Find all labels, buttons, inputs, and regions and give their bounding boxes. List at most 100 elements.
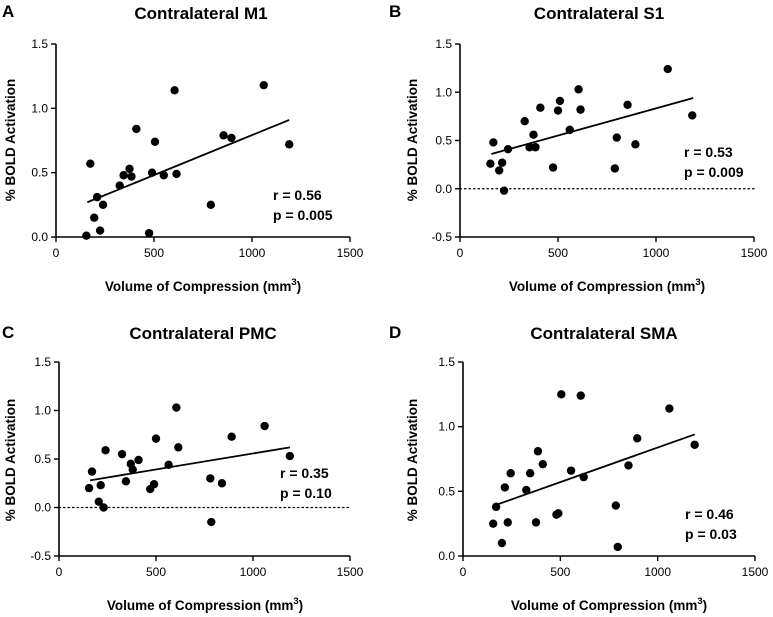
data-point: [207, 517, 216, 527]
data-point: [663, 64, 672, 74]
data-point: [170, 86, 179, 95]
panel-d: D Contralateral SMA 0 500 1000 1500 0.0 0.5 1.…: [389, 323, 769, 613]
data-point: [134, 455, 143, 465]
data-point: [259, 80, 268, 90]
x-tick-label: 1500: [742, 565, 769, 579]
panel-c-title: Contralateral PMC: [129, 324, 276, 343]
panel-d-plot: 0 500 1000 1500 0.0 0.5 1.0 1.5: [438, 355, 768, 579]
data-point: [119, 171, 128, 180]
data-point: [613, 542, 622, 552]
data-point: [219, 131, 228, 140]
data-point: [115, 181, 124, 190]
panel-b-title: Contralateral S1: [534, 4, 664, 23]
data-point: [576, 105, 585, 114]
x-tick-label: 1000: [644, 565, 671, 579]
x-tick-label: 1000: [643, 246, 670, 260]
data-point: [99, 503, 108, 512]
data-point: [529, 130, 538, 139]
panel-b: B Contralateral S1 0 500 1000 1500 -0.5 0.0 0.…: [389, 2, 768, 294]
panel-b-p-value: p = 0.009: [684, 164, 744, 180]
data-point: [499, 186, 509, 195]
panel-label-d: D: [389, 323, 401, 342]
data-point: [611, 501, 621, 510]
data-point: [159, 171, 168, 180]
data-point: [486, 159, 495, 168]
data-point: [565, 125, 574, 135]
data-point: [172, 403, 181, 412]
panel-label-c: C: [2, 323, 14, 342]
data-point: [121, 477, 131, 486]
y-tick-label: 1.5: [435, 37, 452, 51]
data-point: [206, 474, 215, 483]
data-point: [497, 538, 507, 548]
data-point: [690, 440, 699, 449]
x-tick-label: 0: [460, 565, 467, 579]
panel-a: A Contralateral M1 0 500 1000 1500 0.0 0.5 1.0…: [2, 2, 364, 294]
data-point: [227, 133, 236, 143]
data-point: [557, 390, 566, 399]
data-point: [285, 140, 294, 149]
y-tick-label: 1.0: [438, 420, 455, 434]
x-tick-label: 1000: [239, 246, 266, 260]
data-point: [554, 509, 563, 518]
panel-b-xlabel: Volume of Compression (mm3): [509, 277, 705, 294]
data-point: [500, 483, 510, 492]
data-point: [117, 449, 127, 459]
regression-line: [89, 446, 291, 482]
panel-c: C Contralateral PMC 0 500 1000 1500-0.50.00…: [2, 323, 364, 613]
data-point: [576, 391, 585, 400]
x-tick-label: 500: [550, 565, 570, 579]
data-point: [503, 518, 512, 527]
panel-c-xlabel: Volume of Compression (mm3): [107, 596, 303, 613]
y-tick-label: 1.0: [31, 101, 48, 115]
data-point: [555, 96, 565, 106]
data-point: [96, 480, 105, 490]
data-point: [631, 140, 640, 149]
panel-d-r-value: r = 0.46: [685, 506, 734, 522]
panel-a-ylabel: % BOLD Activation: [3, 79, 18, 202]
panel-c-ylabel: % BOLD Activation: [3, 399, 18, 522]
data-point: [150, 137, 160, 146]
data-point: [531, 143, 540, 152]
x-tick-label: 1500: [337, 246, 364, 260]
data-point: [525, 469, 535, 478]
data-point: [87, 467, 97, 476]
y-tick-label: 0.0: [438, 549, 455, 563]
data-point: [506, 469, 515, 478]
y-tick-label: 1.5: [31, 37, 48, 51]
y-tick-label: 1.5: [438, 355, 455, 369]
x-tick-label: 1000: [240, 565, 267, 579]
data-point: [610, 164, 620, 173]
data-point: [491, 502, 501, 512]
x-tick-label: 1500: [741, 246, 768, 260]
data-point: [101, 446, 110, 455]
data-point: [164, 460, 173, 470]
y-tick-label: 0.0: [435, 182, 452, 196]
data-point: [260, 421, 269, 431]
data-point: [217, 479, 227, 488]
data-point: [623, 100, 632, 109]
panel-c-r-value: r = 0.35: [280, 465, 329, 481]
y-tick-label: 0.0: [31, 230, 48, 244]
x-tick-label: 500: [548, 246, 568, 260]
y-tick-label: 0.5: [34, 452, 51, 466]
y-tick-label: 0.5: [438, 484, 455, 498]
x-tick-label: 500: [144, 246, 164, 260]
x-tick-label: 500: [146, 565, 166, 579]
data-point: [206, 200, 216, 210]
data-point: [144, 228, 154, 238]
data-point: [147, 168, 157, 177]
data-point: [566, 466, 576, 475]
y-tick-label: 0.5: [435, 134, 452, 148]
data-point: [579, 472, 588, 482]
regression-line: [491, 97, 694, 155]
data-point: [174, 443, 183, 452]
data-point: [497, 158, 507, 167]
data-point: [688, 111, 697, 120]
data-point: [82, 231, 91, 240]
panel-a-title: Contralateral M1: [134, 4, 267, 23]
panel-c-p-value: p = 0.10: [280, 485, 332, 501]
data-point: [520, 117, 529, 126]
panel-d-xlabel: Volume of Compression (mm3): [511, 596, 707, 613]
y-tick-label: -0.5: [431, 230, 452, 244]
